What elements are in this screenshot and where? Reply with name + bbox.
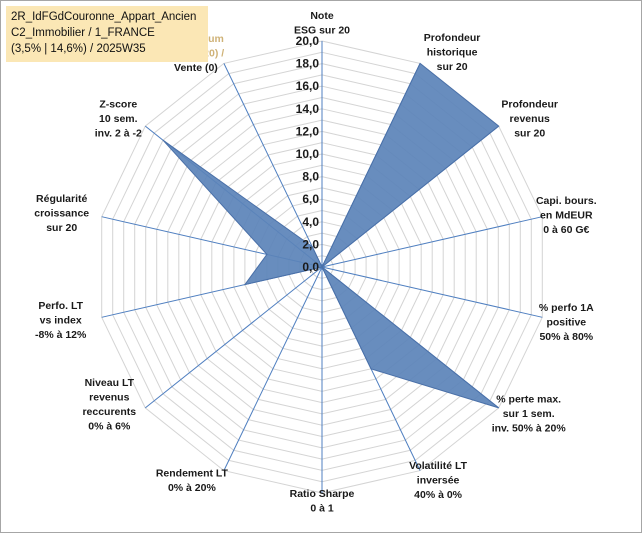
axis-label: sur 20	[46, 222, 77, 234]
tick-label: 10,0	[296, 147, 320, 161]
series-area	[162, 62, 500, 409]
axis-label: ESG sur 20	[294, 24, 350, 36]
axis-label: sur 20	[437, 61, 468, 73]
axis-label: Vente (0)	[174, 62, 218, 74]
axis-label: Ratio Sharpe	[290, 488, 355, 500]
tick-label: 0,0	[302, 260, 319, 274]
axis-label: -8% à 12%	[35, 329, 87, 341]
axis-label: reccurents	[82, 406, 136, 418]
axis-label: inv. 50% à 20%	[492, 422, 567, 434]
axis-label: Volatilité LT	[409, 460, 468, 472]
tick-label: 2,0	[302, 237, 319, 251]
tick-label: 14,0	[296, 102, 320, 116]
axis-label: sur 1 sem.	[503, 408, 555, 420]
axis-label: vs index	[40, 314, 82, 326]
axis-label-group: Note ESG sur 20	[294, 10, 350, 37]
axis-label-group: Rendement LT 0% à 20%	[156, 467, 229, 494]
chart-title-box: 2R_IdFGdCouronne_Appart_Ancien C2_Immobi…	[6, 6, 208, 62]
axis-label: inv. 2 à -2	[95, 128, 142, 140]
axis-label: 0% à 6%	[88, 421, 131, 433]
axis-label-group: Profondeur historique sur 20	[424, 32, 481, 73]
axis-label: Profondeur	[501, 99, 558, 111]
axis-label: positive	[546, 316, 586, 328]
chart-title-line-3: (3,5% | 14,6%) / 2025W35	[11, 43, 146, 55]
axis-label: revenus	[89, 392, 129, 404]
axis-label: 50% à 80%	[539, 331, 593, 343]
axis-label: Rendement LT	[156, 467, 229, 479]
axis-label: Perfo. LT	[38, 300, 83, 312]
tick-label: 6,0	[302, 192, 319, 206]
axis-spoke	[223, 266, 323, 471]
axis-label: 0% à 20%	[168, 482, 217, 494]
axis-label: 40% à 0%	[414, 489, 463, 501]
axis-label: sur 20	[514, 128, 545, 140]
series-layer	[162, 62, 500, 409]
axis-label: Niveau LT	[85, 377, 135, 389]
axis-label-group: Ratio Sharpe 0 à 1	[290, 488, 355, 515]
axis-label: 10 sem.	[99, 113, 138, 125]
axis-label: % perte max.	[496, 393, 561, 405]
axis-label-group: Régularité croissance sur 20	[34, 193, 89, 234]
axis-label: 0 à 1	[310, 502, 334, 514]
tick-layer: 0,0 2,0 4,0 6,0 8,0 10,0 12,0 14,0 16,0 18,0 20,0	[296, 34, 320, 274]
tick-label: 4,0	[302, 215, 319, 229]
axis-spoke	[223, 63, 323, 268]
axis-label-group: Z-score 10 sem. inv. 2 à -2	[95, 99, 142, 140]
axis-label: Z-score	[99, 99, 137, 111]
axis-label: 0 à 60 G€	[543, 224, 589, 236]
tick-label: 16,0	[296, 79, 320, 93]
axis-spoke	[144, 266, 323, 409]
axis-label: inversée	[417, 475, 460, 487]
axis-label: revenus	[510, 113, 550, 125]
axis-label: croissance	[34, 208, 89, 220]
tick-label: 12,0	[296, 124, 320, 138]
axis-label-group: Profondeur revenus sur 20	[501, 99, 558, 140]
tick-label: 8,0	[302, 170, 319, 184]
axis-label: en MdEUR	[540, 210, 593, 222]
axis-spoke	[321, 216, 543, 268]
chart-title-line-2: C2_Immobilier / 1_FRANCE	[11, 27, 155, 39]
axis-label-group: Niveau LT revenus reccurents 0% à 6%	[82, 377, 136, 433]
axis-label: % perfo 1A	[539, 302, 594, 314]
tick-label: 18,0	[296, 57, 320, 71]
axis-label-group: Capi. bours. en MdEUR 0 à 60 G€	[536, 195, 597, 236]
tick-label: 20,0	[296, 34, 320, 48]
axis-label: Régularité	[36, 193, 88, 205]
axis-label-group: % perfo 1A positive 50% à 80%	[539, 302, 594, 343]
axis-label: Capi. bours.	[536, 195, 597, 207]
axis-label: Profondeur	[424, 32, 481, 44]
chart-title-line-1: 2R_IdFGdCouronne_Appart_Ancien	[11, 11, 197, 23]
axis-spoke	[321, 266, 543, 318]
axis-label-group: Perfo. LT vs index -8% à 12%	[35, 300, 87, 341]
axis-label-group: Volatilité LT inversée 40% à 0%	[409, 460, 468, 501]
axis-label: historique	[427, 46, 478, 58]
axis-label-group: % perte max. sur 1 sem. inv. 50% à 20%	[492, 393, 567, 434]
axis-label: Note	[310, 10, 333, 22]
